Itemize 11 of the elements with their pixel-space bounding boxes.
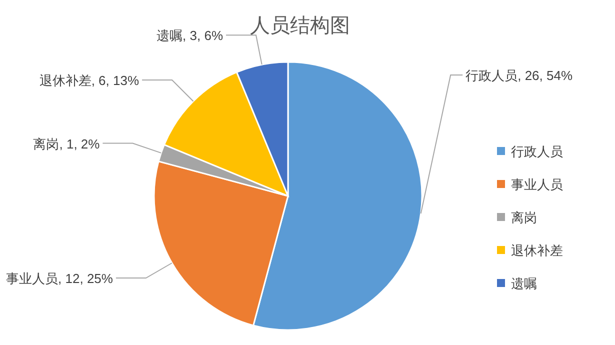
legend-label: 退休补差: [511, 243, 563, 258]
data-label: 事业人员, 12, 25%: [6, 271, 114, 286]
legend-label: 行政人员: [511, 144, 563, 159]
data-label: 遗嘱, 3, 6%: [156, 28, 224, 44]
data-label: 离岗, 1, 2%: [33, 136, 100, 152]
data-label: 行政人员, 26, 54%: [466, 68, 573, 83]
chart-title: 人员结构图: [250, 15, 350, 37]
legend-label: 离岗: [511, 210, 537, 225]
data-label: 退休补差, 6, 13%: [39, 73, 140, 88]
legend-label: 事业人员: [511, 177, 563, 192]
legend-label: 遗嘱: [511, 276, 537, 291]
